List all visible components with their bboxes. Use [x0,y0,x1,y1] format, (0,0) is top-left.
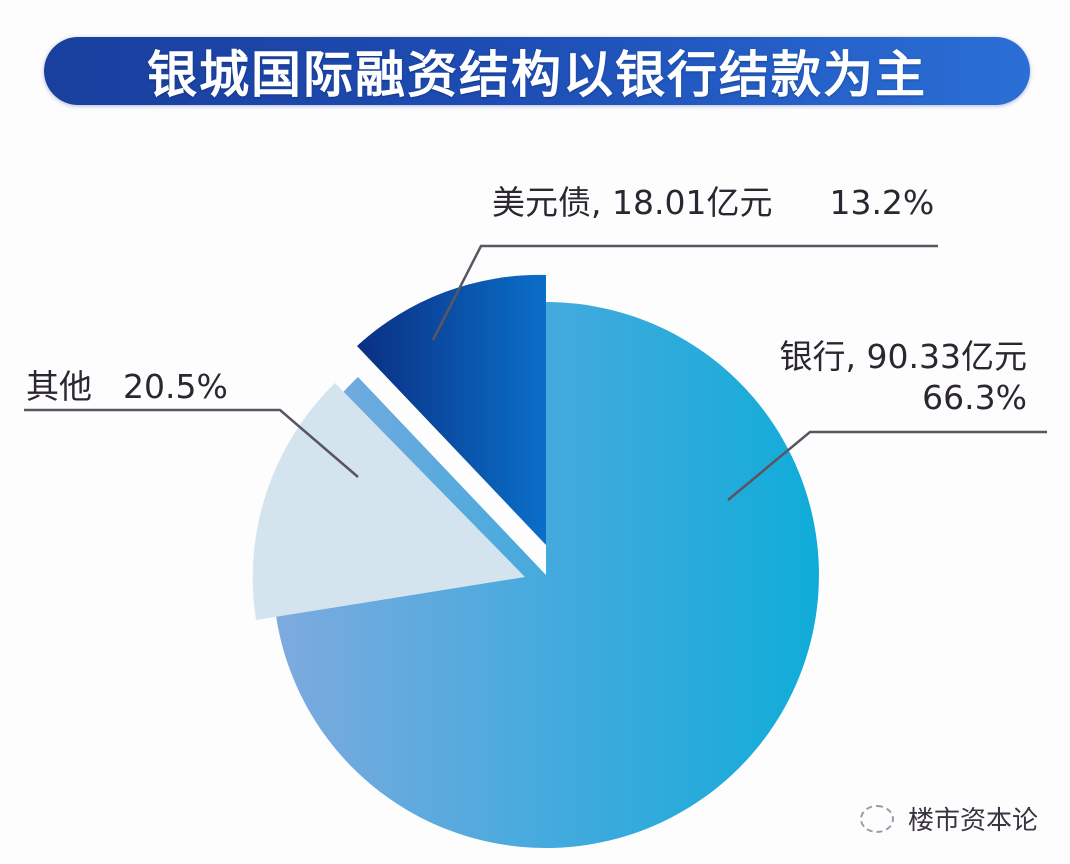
pie-slice-bond [357,274,546,545]
label-bank: 银行, 90.33亿元 66.3% [765,340,1027,414]
label-other-percent: 20.5% [123,367,228,406]
label-bond-percent: 13.2% [829,183,935,222]
leader-line-other [24,408,359,478]
label-bond-name-value: 美元债, 18.01亿元 [492,183,773,222]
chart-title: 银城国际融资结构以银行结款为主 [147,46,927,104]
title-banner: 银城国际融资结构以银行结款为主 [44,37,1030,105]
label-other-name: 其他 [26,367,92,406]
label-bank-name-value: 银行, 90.33亿元 [779,337,1027,376]
leader-line-bond [431,244,938,341]
watermark: 楼市资本论 [860,800,1038,837]
label-other: 其他 20.5% [26,370,228,403]
pie-slice-other [252,383,525,620]
leader-line-bank [727,430,1047,501]
pie-slice-bank [272,302,819,849]
watermark-text: 楼市资本论 [908,806,1039,836]
label-bond: 美元债, 18.01亿元 13.2% [492,186,934,219]
label-bank-percent: 66.3% [922,378,1027,417]
wechat-icon [860,804,894,833]
